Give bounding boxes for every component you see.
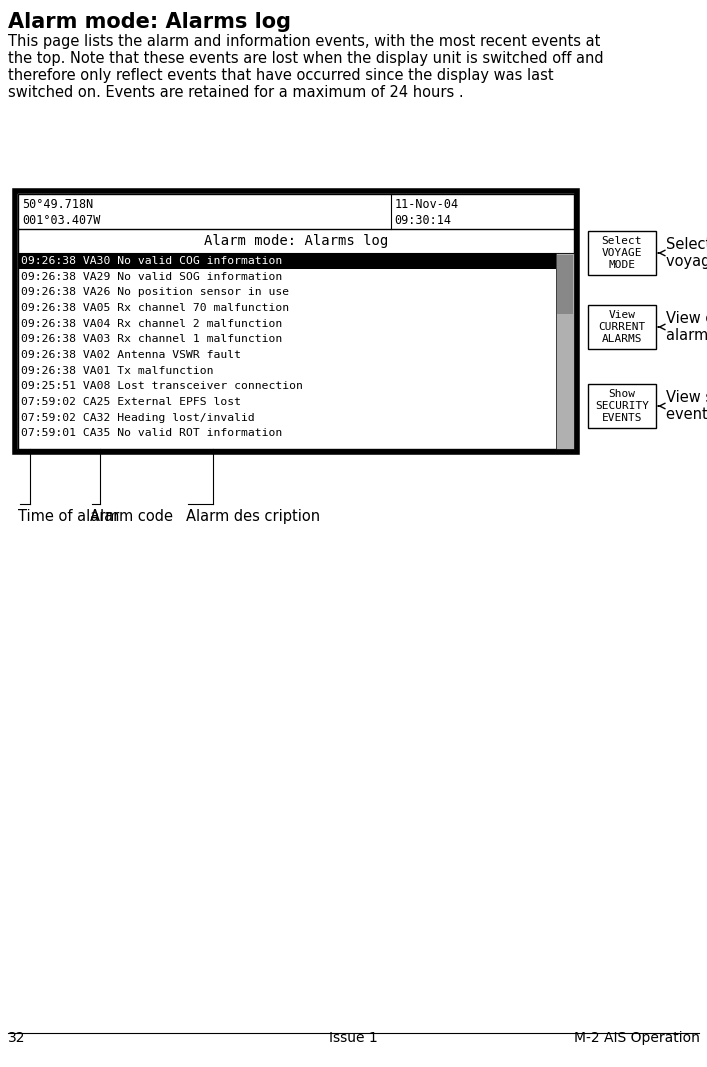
Text: Alarm mode: Alarms log: Alarm mode: Alarms log xyxy=(204,234,388,248)
Text: switched on. Events are retained for a maximum of 24 hours .: switched on. Events are retained for a m… xyxy=(8,85,464,100)
Bar xyxy=(588,305,656,349)
Text: 001°03.407W: 001°03.407W xyxy=(22,214,100,227)
Text: View security
events only: View security events only xyxy=(666,389,707,423)
Text: 09:26:38 VA03 Rx channel 1 malfunction: 09:26:38 VA03 Rx channel 1 malfunction xyxy=(21,334,282,345)
Text: 09:26:38 VA30 No valid COG information: 09:26:38 VA30 No valid COG information xyxy=(21,256,282,266)
Text: the top. Note that these events are lost when the display unit is switched off a: the top. Note that these events are lost… xyxy=(8,51,604,66)
Text: 07:59:02 CA25 External EPFS lost: 07:59:02 CA25 External EPFS lost xyxy=(21,397,241,407)
Text: 09:26:38 VA26 No position sensor in use: 09:26:38 VA26 No position sensor in use xyxy=(21,287,289,298)
Text: Alarm mode: Alarms log: Alarm mode: Alarms log xyxy=(8,12,291,32)
Text: Select
voyage mode: Select voyage mode xyxy=(666,237,707,269)
Text: 09:26:38 VA04 Rx channel 2 malfunction: 09:26:38 VA04 Rx channel 2 malfunction xyxy=(21,319,282,329)
Text: 07:59:01 CA35 No valid ROT information: 07:59:01 CA35 No valid ROT information xyxy=(21,428,282,439)
Text: Alarm code: Alarm code xyxy=(90,509,173,524)
Bar xyxy=(15,191,577,452)
Text: 09:26:38 VA02 Antenna VSWR fault: 09:26:38 VA02 Antenna VSWR fault xyxy=(21,350,241,360)
Text: View current
alarms page: View current alarms page xyxy=(666,310,707,344)
Bar xyxy=(556,253,574,449)
Text: Select
VOYAGE
MODE: Select VOYAGE MODE xyxy=(602,237,642,270)
Text: 11-Nov-04: 11-Nov-04 xyxy=(395,198,459,211)
Text: therefore only reflect events that have occurred since the display was last: therefore only reflect events that have … xyxy=(8,68,554,83)
Text: 50°49.718N: 50°49.718N xyxy=(22,198,93,211)
Bar xyxy=(18,194,574,449)
Bar xyxy=(588,384,656,428)
Text: 09:26:38 VA01 Tx malfunction: 09:26:38 VA01 Tx malfunction xyxy=(21,366,214,376)
Text: 09:30:14: 09:30:14 xyxy=(395,214,452,227)
Text: Show
SECURITY
EVENTS: Show SECURITY EVENTS xyxy=(595,389,649,423)
Text: 09:26:38 VA29 No valid SOG information: 09:26:38 VA29 No valid SOG information xyxy=(21,271,282,282)
Text: 09:26:38 VA05 Rx channel 70 malfunction: 09:26:38 VA05 Rx channel 70 malfunction xyxy=(21,303,289,313)
Bar xyxy=(588,230,656,275)
Text: 09:25:51 VA08 Lost transceiver connection: 09:25:51 VA08 Lost transceiver connectio… xyxy=(21,381,303,392)
Text: Alarm des cription: Alarm des cription xyxy=(186,509,320,524)
Bar xyxy=(18,253,556,269)
Text: Issue 1: Issue 1 xyxy=(329,1031,378,1045)
Text: View
CURRENT
ALARMS: View CURRENT ALARMS xyxy=(598,310,645,344)
Text: 07:59:02 CA32 Heading lost/invalid: 07:59:02 CA32 Heading lost/invalid xyxy=(21,413,255,423)
Text: This page lists the alarm and information events, with the most recent events at: This page lists the alarm and informatio… xyxy=(8,34,600,49)
Bar xyxy=(557,255,573,314)
Text: Time of alarm: Time of alarm xyxy=(18,509,119,524)
Text: M-2 AIS Operation: M-2 AIS Operation xyxy=(574,1031,700,1045)
Text: 32: 32 xyxy=(8,1031,25,1045)
